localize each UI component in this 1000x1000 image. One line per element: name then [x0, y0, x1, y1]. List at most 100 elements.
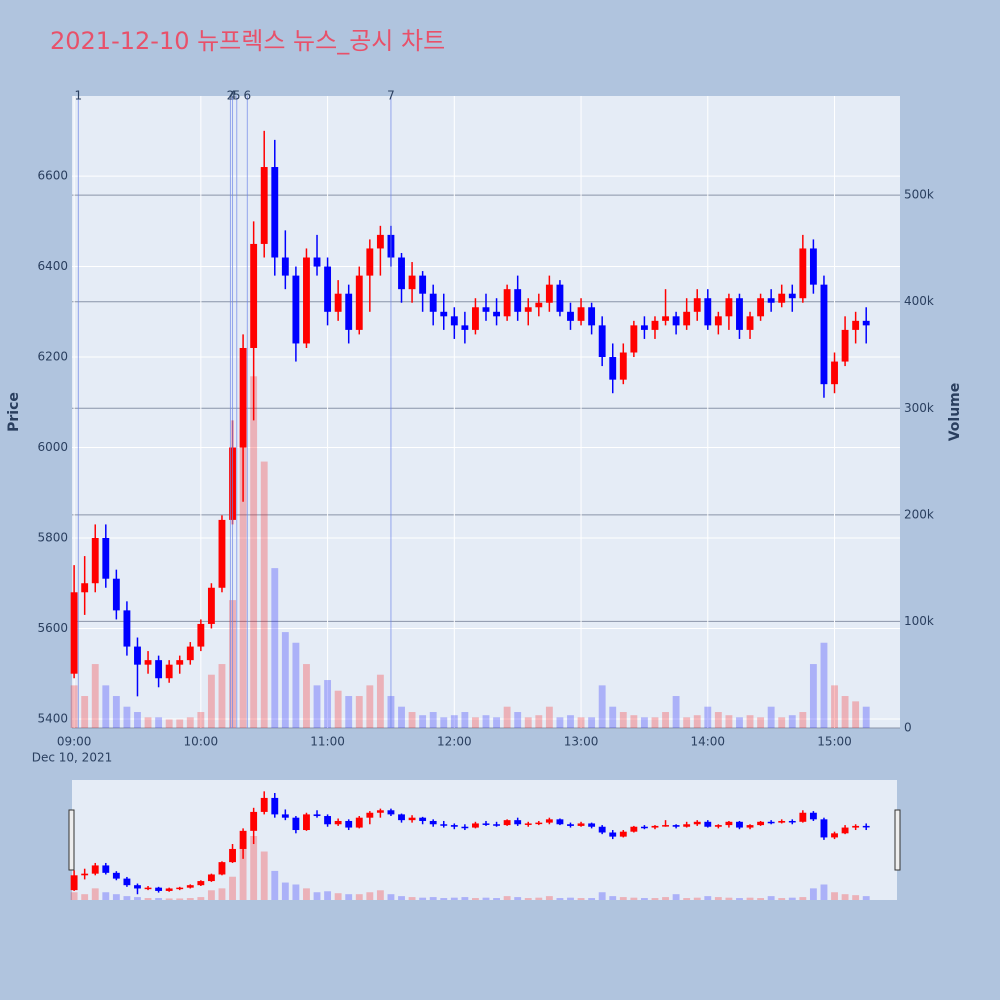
volume-bar — [820, 642, 828, 728]
volume-bar — [355, 696, 363, 728]
candle-body — [461, 325, 469, 330]
volume-bar-mini — [355, 894, 363, 900]
candle-body — [630, 325, 638, 353]
candle-body-mini — [619, 831, 627, 837]
volume-bar-mini — [757, 898, 765, 900]
candle-body-mini — [239, 830, 247, 849]
candle-body-mini — [123, 878, 131, 886]
candle-body — [809, 248, 817, 285]
candle-body-mini — [408, 817, 416, 821]
volume-bar-mini — [841, 894, 849, 900]
volume-bar — [609, 706, 617, 728]
volume-bar — [450, 715, 458, 728]
volume-bar-mini — [91, 888, 99, 900]
volume-bar — [207, 674, 215, 728]
candle-body — [408, 275, 416, 290]
candle-body — [493, 311, 500, 317]
volume-bar-mini — [334, 893, 342, 900]
candle-body-mini — [577, 823, 585, 826]
volume-bar — [841, 696, 849, 728]
volume-bar-mini — [450, 897, 458, 900]
candle-body-mini — [788, 820, 796, 823]
candle-body — [598, 325, 606, 358]
range-handle[interactable] — [68, 809, 75, 871]
candle-body — [757, 298, 765, 317]
candle-body-mini — [271, 797, 279, 815]
volume-bar-mini — [303, 888, 310, 900]
candle-body-mini — [186, 885, 194, 888]
candle-body — [271, 167, 279, 258]
volume-bar — [123, 706, 131, 728]
candle-body — [831, 361, 838, 385]
candle-body — [852, 320, 860, 330]
candle-body-mini — [545, 819, 553, 823]
candle-body — [736, 298, 743, 330]
candle-body — [609, 357, 617, 380]
volume-bar-mini — [598, 892, 606, 900]
volume-bar — [91, 664, 99, 728]
candle-body-mini — [207, 874, 215, 882]
volume-bar — [672, 696, 680, 728]
volume-bar — [746, 715, 754, 728]
y-tick-label: 5800 — [37, 530, 68, 544]
x-tick-label: 10:00 — [184, 735, 219, 749]
candle-body — [260, 167, 268, 244]
candle-body-mini — [281, 814, 289, 818]
volume-bar-mini — [366, 892, 374, 900]
candle-body-mini — [102, 865, 110, 873]
volume-bar — [683, 717, 691, 728]
volume-bar-mini — [134, 897, 141, 900]
volume-bar-mini — [746, 897, 754, 900]
candle-body-mini — [419, 817, 427, 821]
volume-bar — [112, 696, 120, 728]
candle-body — [366, 248, 374, 276]
candle-body — [651, 320, 659, 330]
volume-bar — [482, 715, 490, 728]
y2-tick-label: 300k — [904, 401, 934, 415]
candle-body — [767, 298, 775, 303]
y2-tick-label: 0 — [904, 721, 912, 735]
volume-bar — [725, 715, 733, 728]
x-tick-label: 09:00 — [57, 735, 92, 749]
y2-tick-label: 500k — [904, 188, 934, 202]
candle-body-mini — [514, 820, 522, 825]
volume-bar-mini — [662, 897, 669, 900]
candle-body — [376, 234, 384, 249]
candle-body — [535, 302, 543, 308]
range-handle[interactable] — [894, 809, 901, 871]
volume-bar-mini — [852, 895, 860, 900]
y-tick-label: 6000 — [37, 440, 68, 454]
volume-bar — [334, 690, 342, 728]
candle-body-mini — [524, 823, 532, 825]
volume-bar-mini — [609, 896, 617, 900]
news-marker-label: 1 — [75, 89, 83, 103]
volume-bar-mini — [862, 896, 870, 900]
volume-bar-mini — [345, 894, 353, 900]
volume-bar-mini — [429, 897, 437, 900]
volume-bar — [514, 712, 522, 728]
candle-body-mini — [820, 819, 828, 838]
candle-body — [281, 257, 289, 276]
volume-bar — [524, 717, 532, 728]
volume-bar — [186, 717, 194, 728]
volume-bar-mini — [260, 851, 268, 900]
candle-body — [292, 275, 300, 344]
volume-bar-mini — [714, 897, 722, 900]
candle-body-mini — [736, 821, 743, 828]
volume-bar — [619, 712, 627, 728]
candle-body-mini — [398, 814, 405, 821]
candle-body — [820, 284, 828, 385]
volume-bar — [250, 376, 258, 728]
volume-bar — [81, 696, 89, 728]
candle-body — [313, 257, 321, 267]
volume-bar — [70, 685, 78, 728]
candle-body — [556, 284, 564, 312]
range-slider[interactable] — [72, 780, 897, 900]
volume-bar-mini — [250, 836, 258, 900]
candle-body — [450, 316, 458, 326]
volume-bar-mini — [493, 898, 500, 900]
candle-body-mini — [355, 817, 363, 828]
candle-body-mini — [662, 825, 669, 827]
candle-body-mini — [440, 824, 448, 826]
volume-bar-mini — [693, 897, 701, 900]
